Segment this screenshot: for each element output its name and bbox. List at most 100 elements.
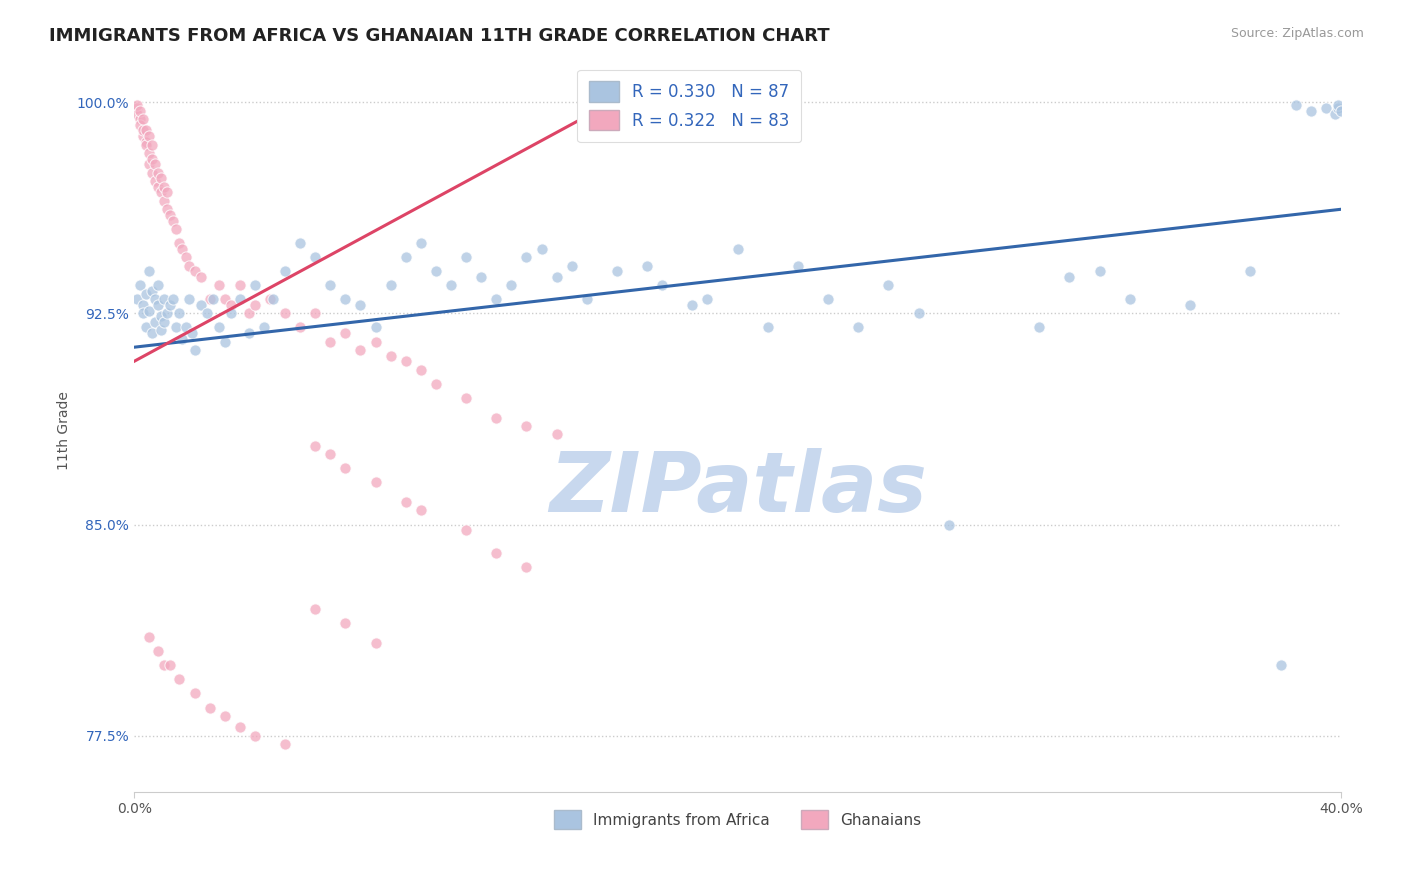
Point xyxy=(172,332,194,346)
Point xyxy=(138,264,160,278)
Point xyxy=(166,222,188,236)
Point xyxy=(129,112,152,127)
Point xyxy=(201,293,224,307)
Point xyxy=(127,98,149,112)
Point xyxy=(150,310,173,324)
Point xyxy=(138,630,160,644)
Point xyxy=(1088,264,1111,278)
Point xyxy=(1323,106,1346,120)
Point xyxy=(817,293,839,307)
Point xyxy=(162,293,184,307)
Point xyxy=(243,298,266,312)
Point xyxy=(198,700,221,714)
Point xyxy=(153,293,176,307)
Point xyxy=(156,306,179,320)
Point xyxy=(1330,103,1353,118)
Legend: Immigrants from Africa, Ghanaians: Immigrants from Africa, Ghanaians xyxy=(547,804,928,835)
Point xyxy=(288,235,311,250)
Point xyxy=(364,636,387,650)
Point xyxy=(190,298,212,312)
Point xyxy=(141,152,163,166)
Point xyxy=(319,334,342,349)
Point xyxy=(177,259,200,273)
Point xyxy=(138,129,160,144)
Point xyxy=(440,278,463,293)
Point xyxy=(195,306,218,320)
Point xyxy=(180,326,202,340)
Point xyxy=(304,250,326,264)
Point xyxy=(143,157,166,171)
Point xyxy=(515,250,537,264)
Point xyxy=(141,166,163,180)
Point xyxy=(501,278,523,293)
Point xyxy=(335,326,357,340)
Text: Source: ZipAtlas.com: Source: ZipAtlas.com xyxy=(1230,27,1364,40)
Point xyxy=(425,376,447,391)
Point xyxy=(169,235,191,250)
Point xyxy=(1028,320,1050,334)
Point xyxy=(132,123,155,137)
Point xyxy=(335,293,357,307)
Point xyxy=(349,298,371,312)
Point xyxy=(877,278,900,293)
Point xyxy=(485,546,508,560)
Point xyxy=(143,315,166,329)
Point xyxy=(159,658,181,673)
Point xyxy=(288,320,311,334)
Point xyxy=(485,410,508,425)
Point xyxy=(153,658,176,673)
Point xyxy=(177,293,200,307)
Point xyxy=(127,106,149,120)
Point xyxy=(141,137,163,152)
Point xyxy=(214,709,236,723)
Point xyxy=(214,334,236,349)
Point xyxy=(454,391,477,405)
Point xyxy=(174,250,197,264)
Point xyxy=(214,293,236,307)
Point xyxy=(470,269,492,284)
Point xyxy=(1119,293,1142,307)
Point xyxy=(238,326,260,340)
Point xyxy=(606,264,628,278)
Point xyxy=(150,186,173,200)
Point xyxy=(153,194,176,208)
Point xyxy=(127,101,149,115)
Point xyxy=(135,286,157,301)
Point xyxy=(395,495,418,509)
Point xyxy=(190,269,212,284)
Point xyxy=(561,259,583,273)
Point xyxy=(787,259,810,273)
Point xyxy=(238,306,260,320)
Point xyxy=(135,123,157,137)
Point xyxy=(938,517,960,532)
Point xyxy=(364,475,387,490)
Point xyxy=(156,186,179,200)
Point xyxy=(229,293,252,307)
Point xyxy=(409,362,432,376)
Point xyxy=(756,320,779,334)
Point xyxy=(696,293,718,307)
Point xyxy=(364,320,387,334)
Point xyxy=(454,250,477,264)
Point xyxy=(138,145,160,160)
Point xyxy=(150,323,173,337)
Point xyxy=(153,315,176,329)
Point xyxy=(1270,658,1292,673)
Point xyxy=(169,673,191,687)
Point xyxy=(425,264,447,278)
Point xyxy=(253,320,276,334)
Point xyxy=(229,720,252,734)
Point xyxy=(127,293,149,307)
Point xyxy=(132,298,155,312)
Point xyxy=(1327,98,1350,112)
Point xyxy=(1239,264,1261,278)
Point xyxy=(129,103,152,118)
Point xyxy=(454,523,477,537)
Point xyxy=(485,293,508,307)
Point xyxy=(135,320,157,334)
Point xyxy=(651,278,673,293)
Point xyxy=(546,427,568,442)
Point xyxy=(546,269,568,284)
Point xyxy=(148,298,170,312)
Point xyxy=(1299,103,1322,118)
